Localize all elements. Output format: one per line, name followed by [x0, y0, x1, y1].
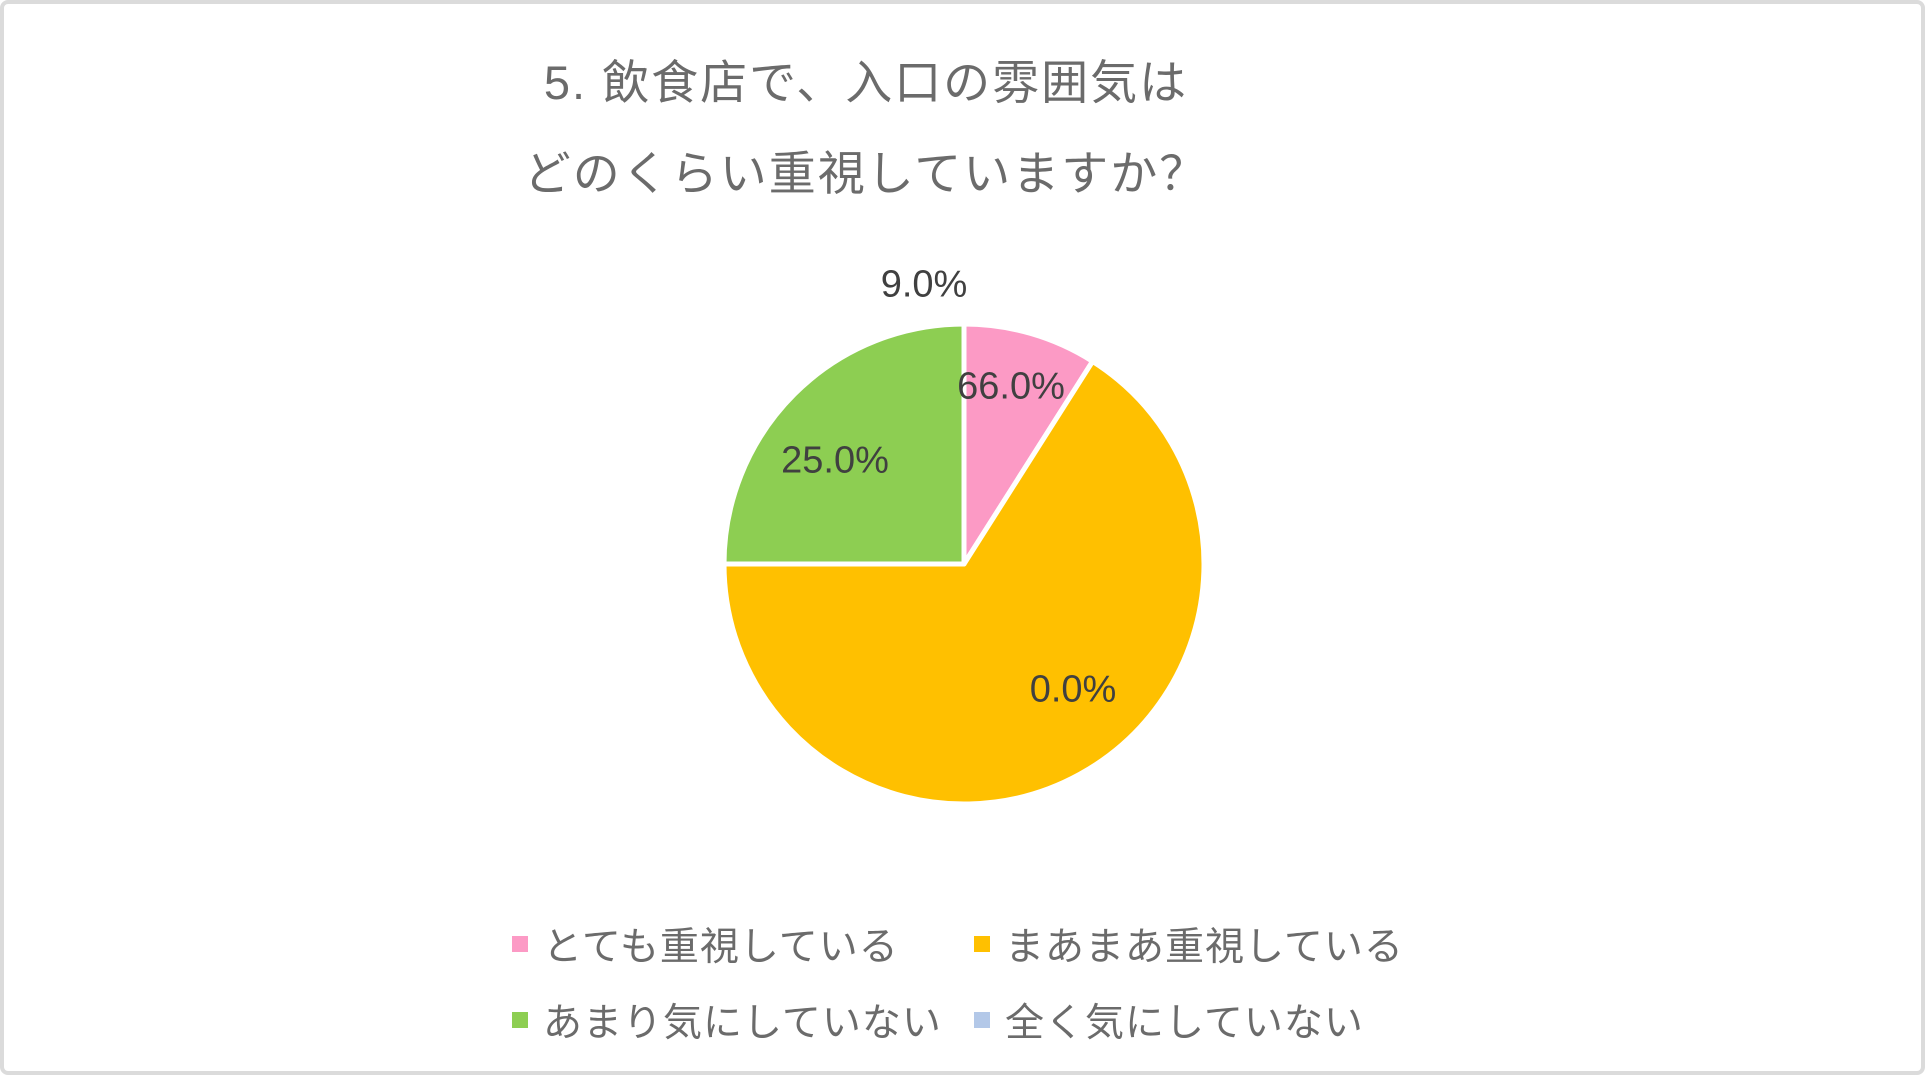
legend-swatch-pink [512, 936, 528, 952]
pie-percent-label-zenku: 0.0% [1029, 668, 1117, 711]
pie-slice-1 [721, 358, 1207, 807]
pie-percent-label-totemo: 9.0% [880, 263, 968, 306]
legend-item-maamaa: まあまあ重視している [974, 912, 1404, 976]
pie-slice-0 [961, 321, 1096, 567]
legend-item-amari: あまり気にしていない [512, 988, 974, 1052]
legend-swatch-green [512, 1012, 528, 1028]
chart-legend: とても重視している まあまあ重視している あまり気にしていない 全く気にしていな… [512, 912, 1404, 1052]
pie-chart [721, 321, 1207, 807]
legend-label: まあまあ重視している [1005, 926, 1404, 969]
legend-swatch-lightblue [974, 1012, 990, 1028]
legend-item-zenku: 全く気にしていない [974, 988, 1404, 1052]
pie-slice-2 [721, 321, 967, 567]
chart-title: 5. 飲食店で、入口の雰囲気は どのくらい重視していますか？ [4, 37, 1728, 219]
pie-percent-label-maamaa: 66.0% [957, 365, 1065, 408]
chart-title-line-1: 5. 飲食店で、入口の雰囲気は [543, 56, 1189, 109]
legend-item-totemo: とても重視している [512, 912, 974, 976]
legend-label: 全く気にしていない [1005, 1002, 1364, 1045]
pie-percent-label-amari: 25.0% [781, 439, 889, 482]
legend-swatch-yellow [974, 936, 990, 952]
legend-label: あまり気にしていない [543, 1002, 942, 1045]
legend-label: とても重視している [543, 926, 899, 969]
chart-title-line-2: どのくらい重視していますか？ [523, 147, 1209, 200]
